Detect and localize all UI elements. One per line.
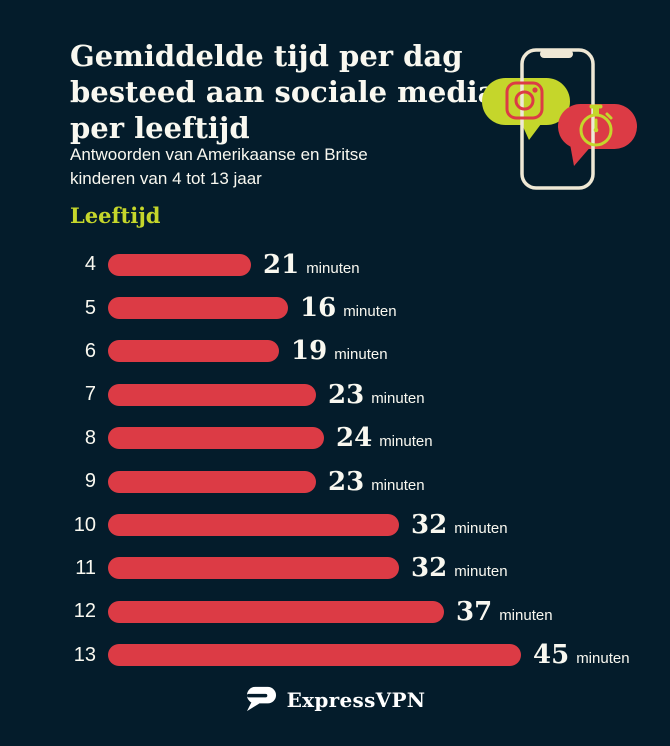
unit-label: minuten (454, 520, 508, 538)
bar (108, 253, 251, 276)
value-label: 37 (456, 596, 493, 627)
value-label: 21 (263, 249, 300, 280)
value-label: 23 (328, 379, 365, 410)
instagram-icon (505, 81, 544, 120)
value-group: 19 minuten (291, 336, 388, 366)
value-label: 16 (300, 293, 337, 324)
unit-label: minuten (576, 650, 630, 668)
value-label: 32 (411, 510, 448, 541)
brand-name: ExpressVPN (286, 687, 426, 712)
value-label: 23 (328, 466, 365, 497)
value-group: 32 minuten (411, 510, 508, 540)
bar (108, 514, 399, 537)
value-label: 24 (336, 423, 373, 454)
chart-axis-label: Leeftijd (70, 203, 161, 228)
unit-label: minuten (371, 476, 425, 494)
chart-row: 4 21 minuten (70, 243, 630, 286)
age-label: 9 (84, 470, 96, 493)
value-group: 24 minuten (336, 423, 433, 453)
value-group: 45 minuten (533, 640, 630, 670)
chart-row: 13 45 minuten (70, 634, 630, 677)
chat-bubble-green (482, 78, 570, 140)
chart-row: 6 19 minuten (70, 330, 630, 373)
unit-label: minuten (334, 346, 388, 364)
bar (108, 557, 399, 580)
age-label: 11 (75, 556, 96, 579)
age-label: 6 (84, 339, 96, 362)
chart-row: 10 32 minuten (70, 503, 630, 546)
bar (108, 470, 316, 493)
value-group: 16 minuten (300, 293, 397, 323)
page-title: Gemiddelde tijd per dag besteed aan soci… (70, 39, 497, 145)
bar (108, 427, 324, 450)
value-label: 19 (291, 336, 328, 367)
bar (108, 600, 444, 623)
value-group: 37 minuten (456, 597, 553, 627)
page-subtitle: Antwoorden van Amerikaanse en Britse kin… (70, 145, 368, 188)
chart-row: 12 37 minuten (70, 590, 630, 633)
age-label: 10 (73, 513, 96, 536)
stopwatch-icon (579, 104, 613, 147)
chart-row: 5 16 minuten (70, 286, 630, 329)
age-label: 12 (73, 600, 96, 623)
age-label: 7 (84, 383, 96, 406)
value-group: 21 minuten (263, 250, 360, 280)
value-group: 32 minuten (411, 553, 508, 583)
value-group: 23 minuten (328, 467, 425, 497)
phone-social-illustration (482, 48, 637, 190)
chart-row: 9 23 minuten (70, 460, 630, 503)
age-label: 5 (84, 296, 96, 319)
chart-row: 11 32 minuten (70, 547, 630, 590)
chart-row: 7 23 minuten (70, 373, 630, 416)
bar-chart: 4 21 minuten 5 16 minuten 6 19 minuten 7… (70, 243, 630, 677)
unit-label: minuten (343, 303, 397, 321)
value-label: 45 (533, 640, 570, 671)
bar (108, 297, 288, 320)
age-label: 13 (73, 643, 96, 666)
value-label: 32 (411, 553, 448, 584)
age-label: 8 (84, 426, 96, 449)
unit-label: minuten (454, 563, 508, 581)
unit-label: minuten (371, 389, 425, 407)
brand-footer: ExpressVPN (0, 684, 670, 715)
bar (108, 383, 316, 406)
expressvpn-logo-icon (246, 686, 276, 712)
unit-label: minuten (379, 433, 433, 451)
bar (108, 644, 521, 667)
unit-label: minuten (499, 606, 553, 624)
value-group: 23 minuten (328, 380, 425, 410)
chart-row: 8 24 minuten (70, 417, 630, 460)
bar (108, 340, 279, 363)
unit-label: minuten (306, 259, 360, 277)
age-label: 4 (84, 253, 96, 276)
